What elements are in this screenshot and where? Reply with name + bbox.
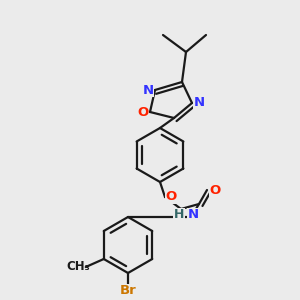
Text: H: H — [174, 208, 184, 221]
Text: O: O — [209, 184, 220, 196]
Text: Br: Br — [120, 284, 136, 298]
Text: O: O — [165, 190, 177, 203]
Text: N: N — [142, 83, 154, 97]
Text: N: N — [194, 97, 205, 110]
Text: CH₃: CH₃ — [66, 260, 90, 274]
Text: O: O — [137, 106, 148, 118]
Text: N: N — [188, 208, 199, 221]
